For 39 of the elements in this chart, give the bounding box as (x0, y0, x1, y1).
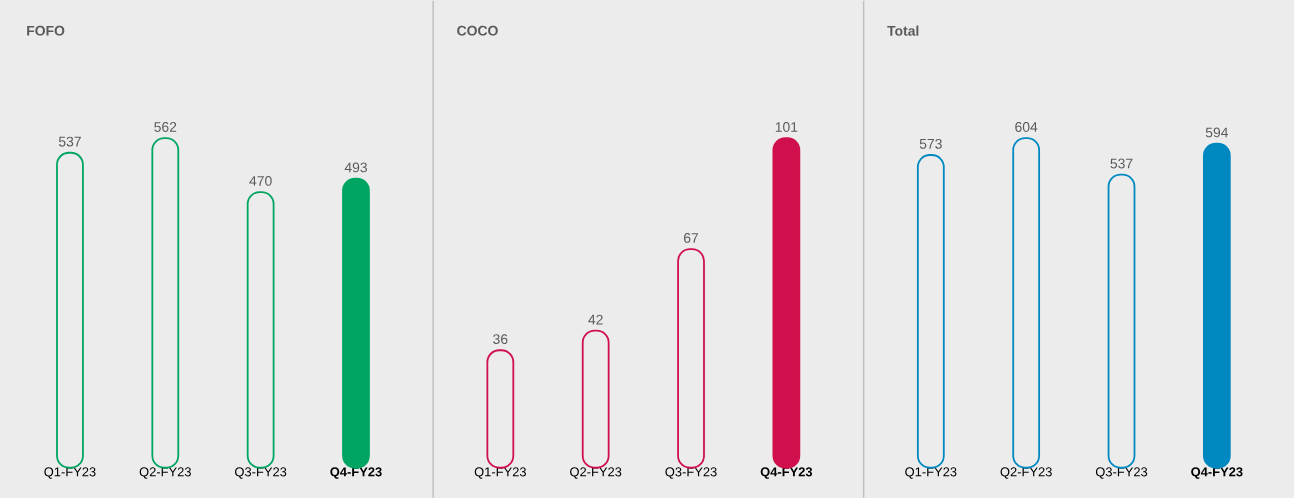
data-label: 604 (1015, 121, 1038, 132)
chart-title: Total (887, 25, 919, 36)
bar (151, 136, 180, 469)
x-tick-label: Q4-FY23 (330, 467, 382, 479)
data-label: 42 (588, 314, 603, 325)
bar (56, 151, 84, 469)
bar (486, 349, 515, 469)
data-label: 67 (683, 232, 699, 243)
data-label: 537 (58, 136, 81, 147)
bar (1107, 173, 1136, 469)
x-tick-label: Q1-FY23 (474, 467, 526, 479)
bar (1202, 142, 1231, 469)
bar (916, 153, 945, 469)
data-label: 573 (919, 138, 942, 149)
bar (342, 177, 370, 469)
bar (677, 247, 705, 469)
data-label: 36 (493, 333, 508, 344)
x-tick-label: Q4-FY23 (760, 467, 813, 479)
data-label: 101 (775, 121, 798, 132)
data-label: 562 (154, 121, 177, 132)
chart-title: FOFO (27, 25, 65, 36)
bar (581, 329, 610, 469)
bar (1012, 136, 1041, 469)
bar (246, 190, 275, 469)
chart-title: COCO (457, 25, 498, 36)
x-tick-label: Q4-FY23 (1191, 467, 1243, 479)
x-tick-label: Q2-FY23 (139, 467, 191, 479)
x-tick-label: Q3-FY23 (235, 467, 287, 479)
x-tick-label: Q1-FY23 (905, 467, 957, 479)
x-tick-label: Q2-FY23 (1000, 467, 1052, 479)
x-tick-label: Q1-FY23 (44, 467, 96, 479)
data-label: 594 (1205, 127, 1229, 138)
bar (772, 136, 801, 469)
data-label: 470 (249, 175, 272, 186)
x-tick-label: Q3-FY23 (1095, 467, 1148, 479)
data-label: 537 (1110, 158, 1133, 169)
data-label: 493 (344, 162, 367, 173)
x-tick-label: Q2-FY23 (570, 467, 622, 479)
x-tick-label: Q3-FY23 (665, 467, 717, 479)
